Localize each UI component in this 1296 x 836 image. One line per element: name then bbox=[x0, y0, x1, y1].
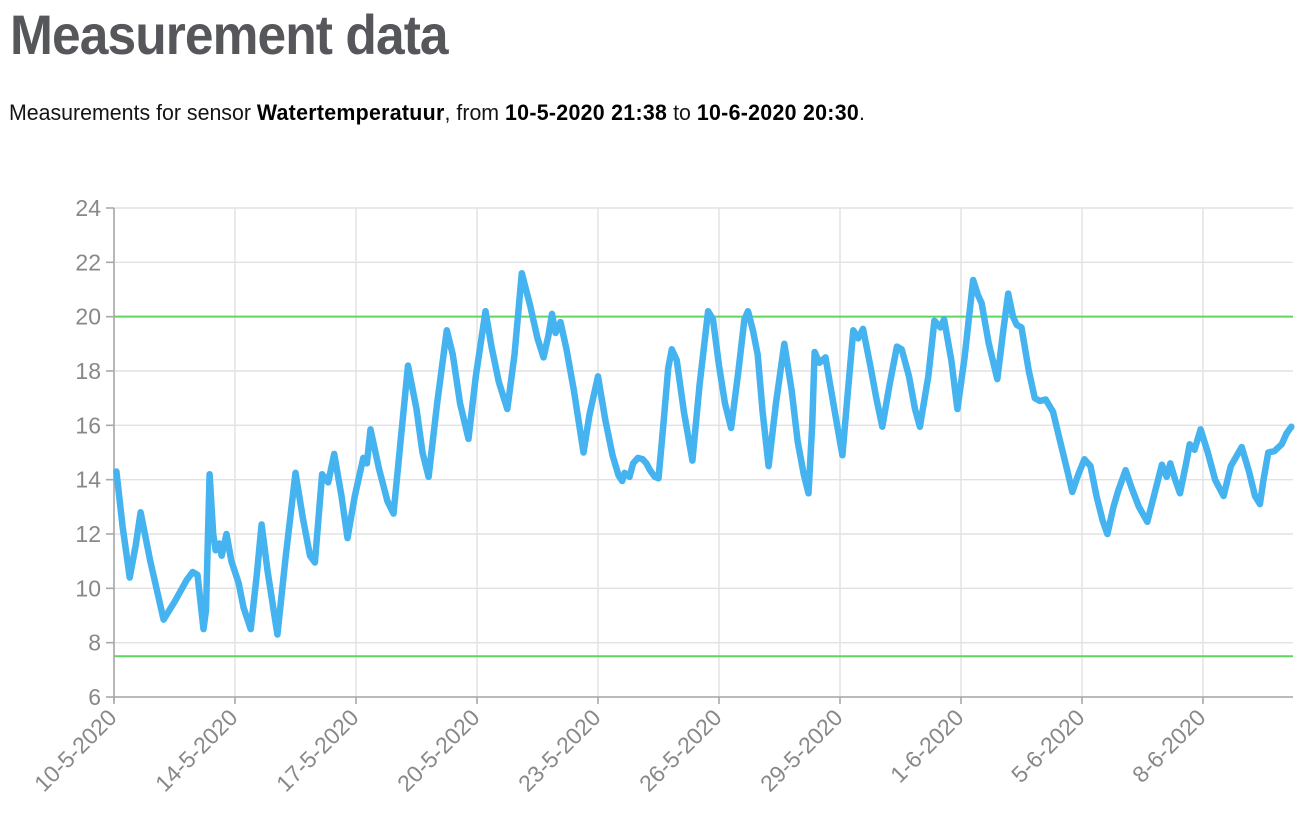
period-start: 10-5-2020 21:38 bbox=[505, 100, 668, 125]
y-axis-label: 8 bbox=[88, 630, 101, 656]
x-axis-label: 5-6-2020 bbox=[1006, 704, 1089, 787]
y-axis-label: 22 bbox=[75, 249, 101, 275]
x-axis-label: 26-5-2020 bbox=[634, 704, 727, 797]
x-axis-label: 8-6-2020 bbox=[1127, 704, 1210, 787]
x-axis-label: 29-5-2020 bbox=[755, 704, 848, 797]
x-axis-label: 23-5-2020 bbox=[513, 704, 606, 797]
sensor-name: Watertemperatuur bbox=[256, 100, 445, 125]
subtitle-from-label: , from bbox=[444, 100, 506, 125]
x-axis-label: 1-6-2020 bbox=[885, 704, 968, 787]
x-axis-label: 10-5-2020 bbox=[29, 704, 122, 797]
x-axis-label: 20-5-2020 bbox=[392, 704, 485, 797]
y-axis-label: 10 bbox=[75, 575, 101, 601]
y-axis-label: 6 bbox=[88, 684, 101, 710]
temperature-line-chart: 6 8 10 12 14 16 18 20 22 24 10-5-2020 14-5-2020 17-5… bbox=[29, 195, 1295, 797]
temperature-line bbox=[113, 269, 1295, 638]
chart-subtitle: Measurements for sensor Watertemperatuur… bbox=[9, 100, 865, 126]
y-axis-label: 12 bbox=[75, 521, 101, 547]
y-axis-label: 14 bbox=[75, 467, 101, 493]
period-end: 10-6-2020 20:30 bbox=[696, 100, 860, 125]
y-axis-label: 20 bbox=[75, 304, 101, 330]
page-title: Measurement data bbox=[10, 3, 449, 66]
y-axis-label: 16 bbox=[75, 412, 101, 438]
subtitle-suffix: . bbox=[859, 100, 865, 125]
y-axis-label: 24 bbox=[75, 195, 101, 221]
y-axis-label: 18 bbox=[75, 358, 101, 384]
subtitle-prefix: Measurements for sensor bbox=[9, 100, 257, 125]
x-axis-label: 14-5-2020 bbox=[150, 704, 243, 797]
subtitle-to-label: to bbox=[667, 100, 697, 125]
x-axis-label: 17-5-2020 bbox=[271, 704, 364, 797]
